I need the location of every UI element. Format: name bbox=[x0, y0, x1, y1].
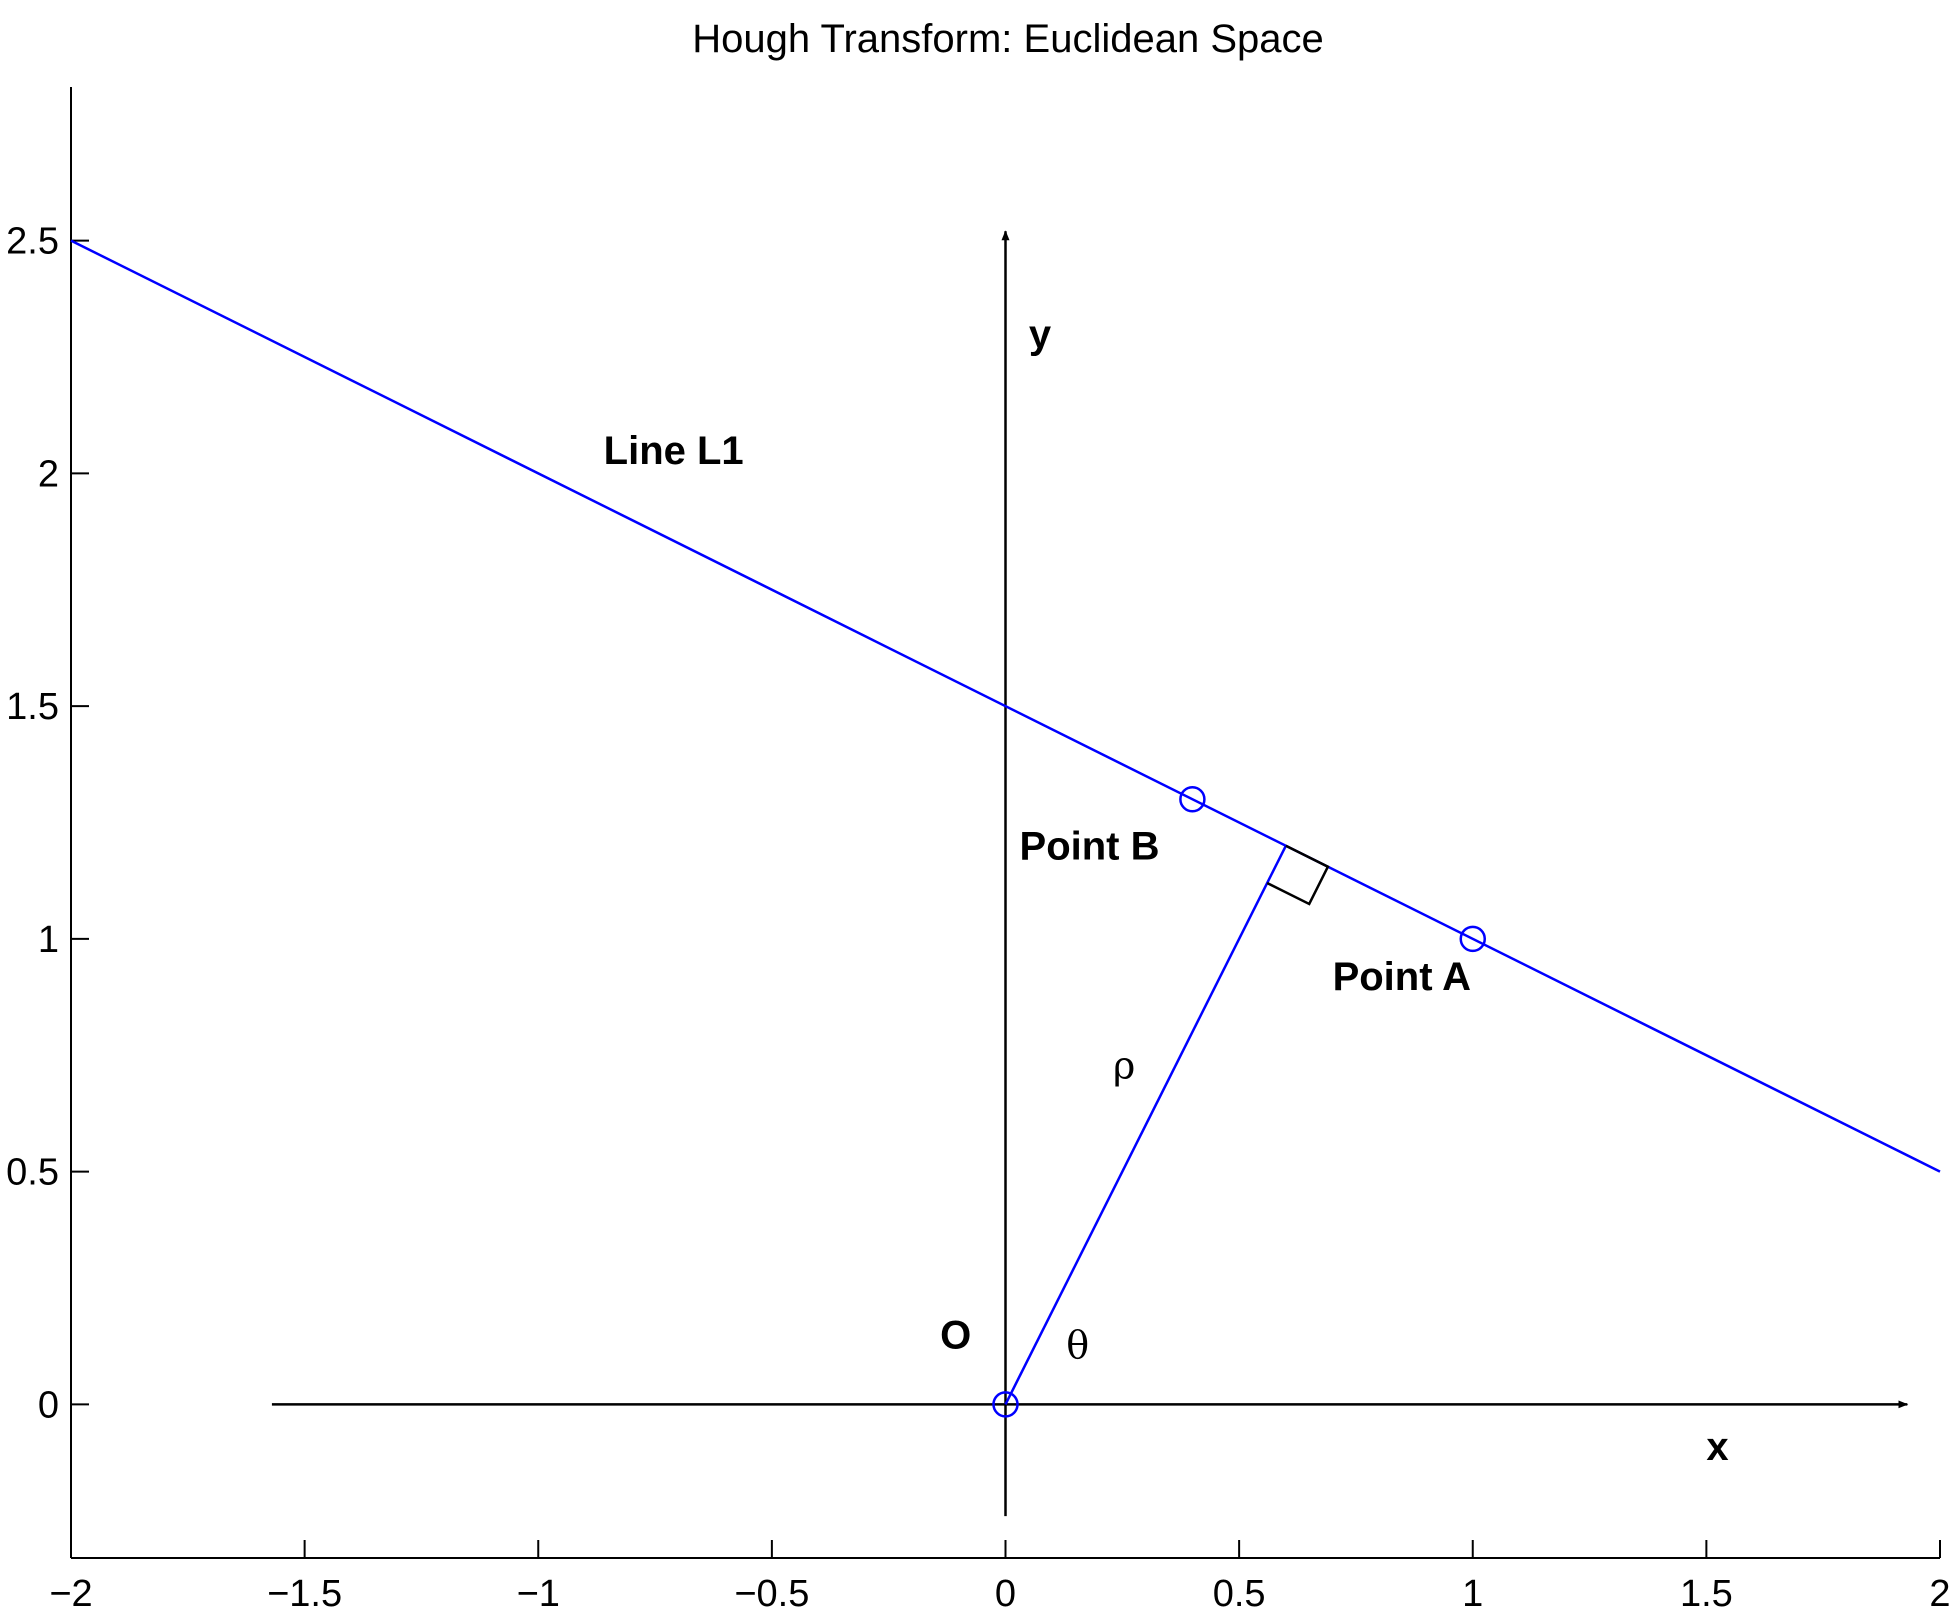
annotation-label: Point B bbox=[1020, 825, 1160, 869]
x-tick-label: 1.5 bbox=[1680, 1573, 1733, 1613]
annotation-label: y bbox=[1029, 313, 1052, 357]
annotation-label: Line L1 bbox=[604, 429, 744, 473]
point-markers bbox=[992, 785, 1486, 1418]
y-tick-label: 1 bbox=[38, 919, 59, 961]
annotation-label: x bbox=[1706, 1425, 1728, 1469]
x-tick-label: −2 bbox=[49, 1573, 92, 1613]
y-tick-label: 2.5 bbox=[6, 221, 59, 263]
annotation-label: θ bbox=[1066, 1323, 1089, 1367]
y-ticks: 0 0.5 1 1.5 2 2.5 bbox=[6, 221, 89, 1426]
coordinate-arrows bbox=[271, 230, 1909, 1517]
x-tick-label: −1 bbox=[517, 1573, 560, 1613]
x-tick-label: −0.5 bbox=[734, 1573, 809, 1613]
point-marker bbox=[1179, 785, 1206, 813]
point-marker bbox=[1459, 925, 1486, 953]
rho-segment bbox=[1004, 845, 1287, 1405]
chart-title: Hough Transform: Euclidean Space bbox=[692, 17, 1323, 61]
x-tick-label: 0 bbox=[995, 1573, 1016, 1613]
x-tick-label: 2 bbox=[1929, 1573, 1950, 1613]
y-tick-label: 1.5 bbox=[6, 686, 59, 728]
y-tick-label: 0 bbox=[38, 1384, 59, 1426]
annotations: Line L1 y Point B Point A ρ O θ x bbox=[604, 313, 1729, 1470]
y-tick-label: 2 bbox=[38, 453, 59, 495]
series-group bbox=[70, 239, 1941, 1405]
annotation-label: O bbox=[940, 1314, 971, 1358]
line-l1 bbox=[70, 239, 1941, 1173]
right-angle-marker bbox=[1266, 844, 1330, 906]
x-ticks: −2 −1.5 −1 −0.5 0 0.5 1 1.5 2 bbox=[49, 1540, 1951, 1613]
annotation-label: Point A bbox=[1333, 955, 1472, 999]
x-tick-label: 0.5 bbox=[1213, 1573, 1266, 1613]
y-tick-label: 0.5 bbox=[6, 1152, 59, 1194]
x-tick-label: 1 bbox=[1462, 1573, 1483, 1613]
x-tick-label: −1.5 bbox=[267, 1573, 342, 1613]
annotation-label: ρ bbox=[1113, 1044, 1135, 1088]
point-marker bbox=[992, 1391, 1019, 1418]
